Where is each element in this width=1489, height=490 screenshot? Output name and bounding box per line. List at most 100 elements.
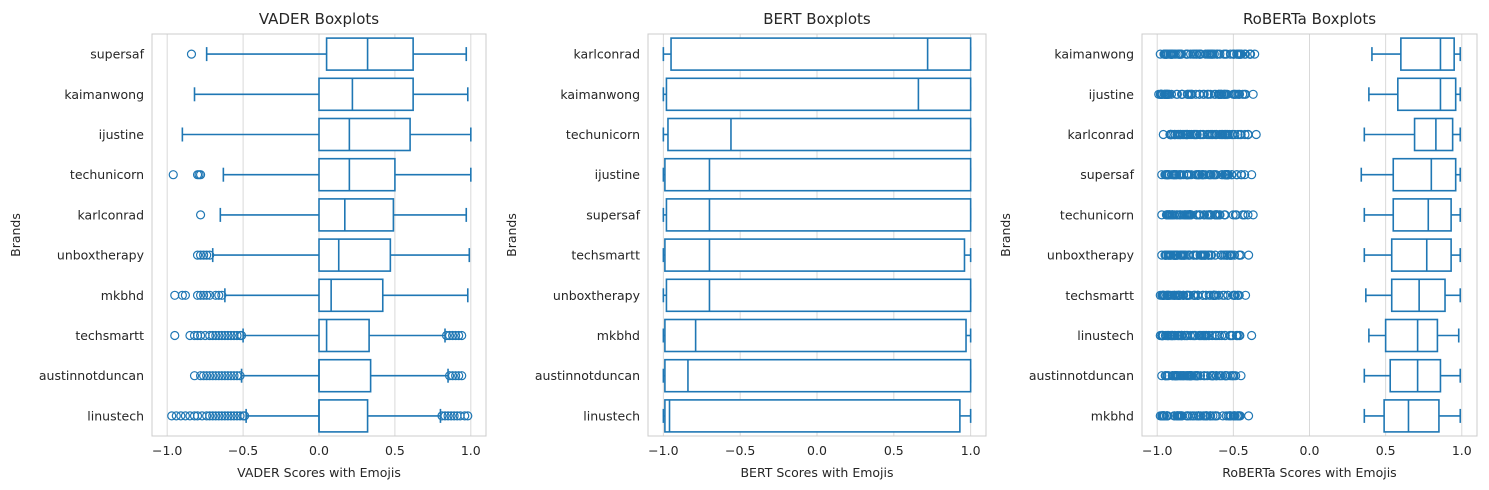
- outlier-point: [1217, 170, 1228, 180]
- chart-title: VADER Boxplots: [259, 10, 379, 28]
- iqr-box: [1392, 157, 1457, 192]
- outlier-point: [240, 411, 250, 421]
- outlier-point: [1220, 170, 1230, 180]
- x-tick-label: 0.5: [1376, 443, 1396, 458]
- outlier-point: [232, 371, 242, 381]
- outlier-point: [1162, 290, 1173, 300]
- outlier-point: [1181, 129, 1191, 140]
- iqr-box: [318, 238, 392, 272]
- outlier-point: [1227, 170, 1237, 180]
- outlier-point: [1195, 210, 1205, 220]
- outlier-point: [226, 371, 236, 381]
- outlier-point: [202, 250, 212, 260]
- outlier-point: [214, 411, 224, 421]
- iqr-box: [664, 358, 972, 393]
- box-ijustine: [1154, 77, 1462, 112]
- outlier-point: [232, 330, 242, 341]
- outlier-point: [1200, 250, 1210, 260]
- outlier-point: [1169, 170, 1179, 180]
- outlier-point: [1202, 371, 1212, 381]
- box-austinnotduncan: [1157, 358, 1462, 393]
- outlier-point: [226, 411, 236, 421]
- outlier-point: [1207, 49, 1217, 59]
- x-axis-label: RoBERTa Scores with Emojis: [1222, 465, 1396, 480]
- outlier-point: [1179, 250, 1189, 260]
- outlier-point: [1171, 170, 1182, 180]
- outlier-point: [205, 330, 215, 341]
- outlier-point: [208, 411, 218, 421]
- outlier-point: [457, 371, 467, 381]
- outlier-point: [1172, 330, 1182, 341]
- iqr-box: [664, 318, 967, 353]
- outlier-point: [1162, 170, 1172, 180]
- outlier-point: [1206, 210, 1216, 220]
- outlier-point: [1184, 89, 1194, 99]
- iqr-box: [1389, 358, 1442, 393]
- outlier-point: [199, 371, 209, 381]
- box-supersaf: [662, 198, 972, 232]
- y-tick-label: techunicorn: [70, 167, 144, 182]
- iqr-box: [318, 117, 411, 152]
- outlier-point: [211, 290, 221, 300]
- outlier-point: [192, 290, 203, 300]
- outlier-point: [195, 250, 206, 260]
- x-tick-label: 0.5: [385, 443, 405, 458]
- box-karlconrad: [662, 37, 972, 71]
- x-tick-label: −0.5: [725, 443, 755, 458]
- box-unboxtherapy: [662, 278, 972, 313]
- iqr-box: [325, 37, 414, 71]
- outlier-point: [192, 411, 203, 421]
- iqr-box: [664, 238, 966, 272]
- outlier-point: [189, 371, 200, 381]
- outlier-point: [1234, 89, 1244, 99]
- outlier-point: [1212, 210, 1222, 220]
- x-tick-label: −0.5: [228, 443, 258, 458]
- outlier-point: [1216, 250, 1226, 260]
- outlier-point: [1160, 371, 1171, 381]
- outlier-point: [1220, 89, 1230, 99]
- iqr-box: [670, 37, 972, 71]
- outlier-point: [180, 290, 190, 300]
- box-karlconrad: [195, 198, 468, 232]
- outlier-point: [217, 330, 227, 341]
- y-axis-label: Brands: [998, 213, 1013, 257]
- outlier-point: [1223, 170, 1233, 180]
- box-techsmartt: [170, 318, 467, 353]
- chart-panel-3: RoBERTa Boxplots −1.0 −0.5 0.0 0.5 1.0 RoBERTa…: [998, 10, 1478, 480]
- outlier-point: [440, 411, 450, 421]
- outlier-point: [1189, 250, 1199, 260]
- outlier-point: [195, 210, 206, 220]
- iqr-box: [665, 278, 972, 313]
- y-tick-label: unboxtherapy: [553, 288, 641, 303]
- box-mkbhd: [662, 318, 972, 353]
- outlier-point: [195, 330, 206, 341]
- outlier-point: [1236, 129, 1246, 140]
- outlier-point: [460, 411, 470, 421]
- outlier-point: [1225, 250, 1235, 260]
- outlier-point: [1186, 49, 1196, 59]
- outlier-point: [1247, 330, 1257, 341]
- outlier-point: [1166, 89, 1177, 99]
- outlier-point: [437, 411, 447, 421]
- box-supersaf: [1157, 157, 1462, 192]
- outlier-point: [1219, 250, 1229, 260]
- box-techunicorn: [1157, 198, 1462, 232]
- y-tick-label: ijustine: [99, 127, 145, 142]
- y-tick-label: kaimanwong: [64, 87, 144, 102]
- y-tick-label: techunicorn: [566, 127, 640, 142]
- outlier-point: [1205, 411, 1215, 421]
- outlier-point: [1157, 89, 1167, 99]
- y-tick-label: mkbhd: [1091, 408, 1134, 423]
- outlier-point: [1167, 371, 1177, 381]
- outlier-point: [1176, 330, 1186, 341]
- outlier-point: [1203, 250, 1214, 260]
- y-tick-label: techsmartt: [1065, 288, 1134, 303]
- outlier-point: [1215, 210, 1225, 220]
- box-techunicorn: [662, 117, 972, 152]
- iqr-box: [1383, 399, 1440, 433]
- chart-panel-2: BERT Boxplots −1.0 −0.5 0.0 0.5 1.0 BERT Score…: [504, 10, 987, 480]
- outlier-point: [1206, 170, 1216, 180]
- outlier-point: [1172, 371, 1183, 381]
- outlier-point: [1214, 89, 1224, 99]
